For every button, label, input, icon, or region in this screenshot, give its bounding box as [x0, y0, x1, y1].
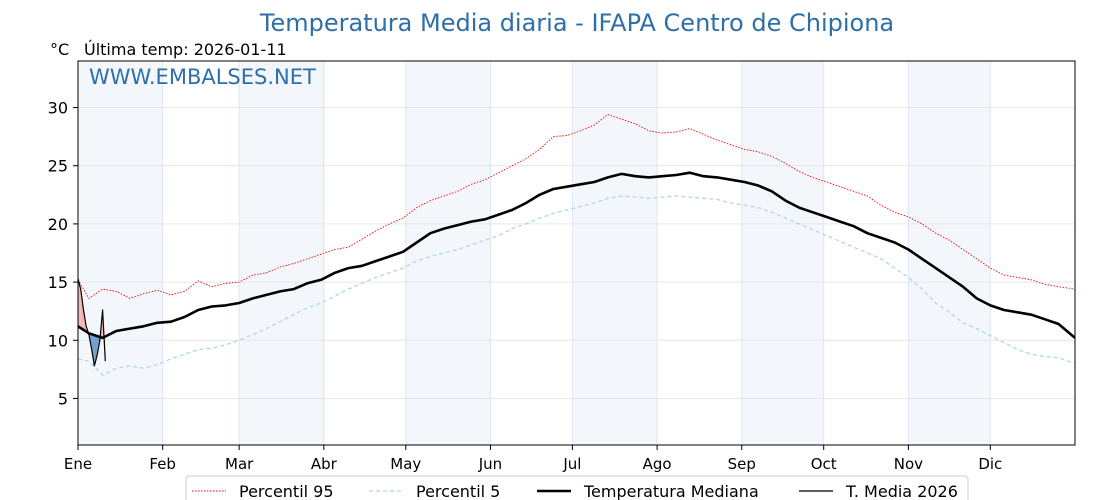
y-unit-label: °C	[50, 40, 69, 59]
y-tick-label: 10	[48, 331, 68, 350]
series-percentil-95-line	[77, 114, 1076, 299]
y-tick-label: 25	[48, 157, 68, 176]
month-band-sep	[741, 61, 824, 445]
month-band-may	[405, 61, 491, 445]
y-tick-label: 30	[48, 99, 68, 118]
x-tick-label-ago: Ago	[643, 455, 672, 473]
x-tick-label-feb: Feb	[149, 455, 176, 473]
month-band-nov	[908, 61, 991, 445]
y-tick-label: 20	[48, 215, 68, 234]
x-tick-label-oct: Oct	[811, 455, 837, 473]
legend-box	[185, 475, 969, 500]
anomaly-warm-fill	[80, 289, 84, 330]
x-tick-label-mar: Mar	[225, 455, 254, 473]
x-tick-label-ene: Ene	[64, 455, 92, 473]
legend-label-1: Percentil 5	[416, 482, 500, 500]
anomaly-warm-fill	[78, 278, 81, 329]
legend-label-2: Temperatura Mediana	[583, 482, 759, 500]
month-band-ene	[78, 61, 163, 445]
legend: Percentil 95 Percentil 5 Temperatura Media…	[185, 475, 969, 500]
plot-frame	[77, 60, 1076, 446]
anomaly-cold-fill	[91, 334, 95, 366]
legend-label-0: Percentil 95	[239, 482, 334, 500]
series-temperatura-mediana-line	[77, 171, 1076, 340]
month-band-mar	[239, 61, 324, 445]
last-temp-label: Última temp: 2026-01-11	[84, 40, 287, 59]
series-percentil-5-line	[77, 195, 1076, 376]
plot-area: 5 10 15 20 25 30 Ene Feb Mar Abr May Jun Jul Ago Sep Oc…	[48, 60, 1076, 473]
x-tick-label-jun: Jun	[478, 455, 502, 473]
legend-label-3: T. Media 2026	[845, 482, 958, 500]
y-tick-label: 15	[48, 273, 68, 292]
chart-title: Temperatura Media diaria - IFAPA Centro …	[259, 9, 894, 37]
x-tick-label-sep: Sep	[728, 455, 756, 473]
watermark: WWW.EMBALSES.NET	[89, 65, 316, 89]
x-tick-label-jul: Jul	[562, 455, 581, 473]
x-tick-label-dic: Dic	[978, 455, 1002, 473]
y-tick-label: 5	[58, 389, 68, 408]
x-tick-label-may: May	[390, 455, 421, 473]
anomaly-cold-fill	[94, 335, 98, 366]
series-t-media-2026-line	[77, 278, 106, 367]
x-tick-label-nov: Nov	[894, 455, 923, 473]
month-band-jul	[572, 61, 658, 445]
x-tick-label-abr: Abr	[311, 455, 338, 473]
